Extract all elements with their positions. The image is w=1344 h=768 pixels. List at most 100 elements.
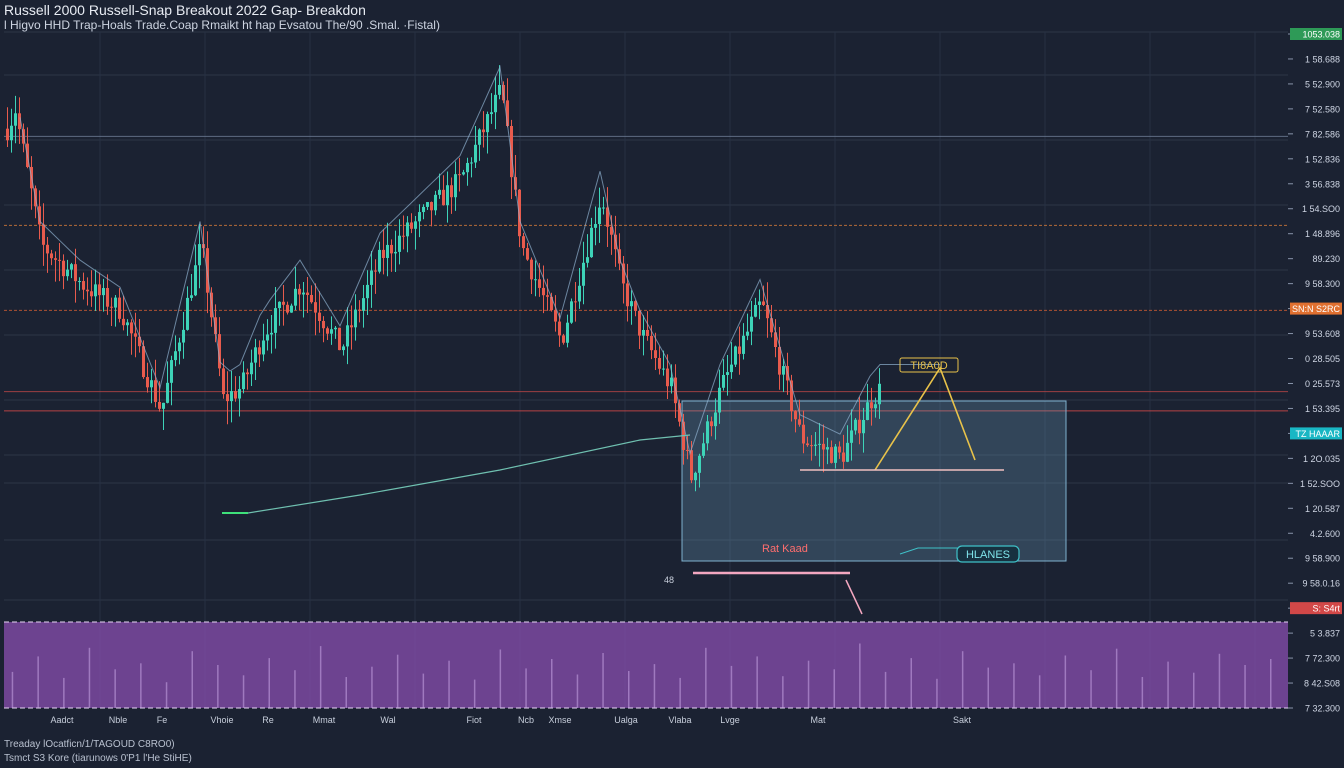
y-tick-label: 1 48.896 [1305,229,1340,239]
candle [286,301,289,315]
volume-bar [1141,677,1144,708]
candle [834,443,837,469]
candle-body [838,446,841,453]
candle-body [538,279,541,288]
candle-body [746,331,749,336]
candle-body [166,382,169,403]
candle [330,316,333,345]
candle [46,237,49,273]
volume-bar [319,646,322,708]
y-tick-label: 9 58.900 [1305,554,1340,564]
y-tick-label: 1 20.587 [1305,504,1340,514]
candle-body [202,244,205,249]
candle [634,300,637,317]
candle-body [514,177,517,190]
candle [110,297,113,327]
candle [198,224,201,289]
candle-body [106,288,109,307]
candle-body [830,447,833,463]
candle [510,119,513,199]
candle [86,277,89,306]
candle-body [314,302,317,313]
candle [218,317,221,377]
candle-body [174,351,177,361]
candle [650,325,653,360]
candle [658,346,661,375]
candle-body [222,368,225,395]
candle-body [246,372,249,375]
candle-body [674,377,677,404]
candle [498,65,501,100]
candle-body [638,310,641,336]
candle [234,376,237,402]
candle [238,376,241,417]
price-tag [1290,302,1342,315]
candle-body [634,301,637,311]
candle-body [790,380,793,412]
candle-body [822,443,825,450]
candle-body [574,301,577,303]
candle [270,314,273,354]
candle [70,262,73,279]
candle [262,323,265,362]
y-tick-label: 0 28.505 [1305,354,1340,364]
candle [446,171,449,223]
candle [830,440,833,464]
volume-bar [217,665,219,708]
candle [414,215,417,250]
candle-body [190,295,193,298]
candle [770,305,773,338]
x-tick-label: Fe [157,715,168,725]
candle [66,259,69,281]
candle-body [698,455,701,473]
candle-body [366,284,369,299]
volume-bar [628,671,630,708]
candle-body [66,269,69,277]
candle [674,364,677,418]
x-tick-label: Mat [810,715,826,725]
y-tick-label: 3 56.838 [1305,179,1340,189]
candle-body [146,377,149,388]
footer-info-2: Tsmct S3 Kore (tiarunows 0'P1 l'He StiHE… [4,753,192,764]
y-tick-label: 9 58.300 [1305,279,1340,289]
candle [550,292,553,312]
candle [210,287,213,327]
candle [790,374,793,422]
candle-body [494,94,497,113]
candle [138,319,141,353]
candle-body [138,336,141,347]
candle [62,254,65,290]
candle [386,222,389,277]
candle-body [670,377,673,387]
candle [698,453,701,488]
candle [222,358,225,399]
candle [670,364,673,394]
candle-body [854,419,857,431]
price-tag [1290,427,1342,440]
candle-body [266,334,269,341]
candle-body [338,327,341,351]
candle [278,301,281,326]
candle-body [234,391,237,399]
candle-body [450,185,453,198]
candle-body [114,297,117,308]
candle-body [178,342,181,352]
candle-body [814,444,817,446]
breakdown-arrow [845,579,863,615]
y-tick-label: 8 42.S08 [1304,679,1340,689]
y-tick-label: 1053.038 [1302,30,1340,40]
candle-body [758,301,761,305]
candle-body [342,346,345,351]
candle [102,278,105,312]
candle [242,361,245,394]
candle [874,397,877,418]
y-tick-label: 4.2.600 [1310,529,1340,539]
candle [178,337,181,365]
candle [18,97,21,144]
candle [82,272,85,300]
volume-bar [371,666,373,708]
candle-body [874,404,877,409]
candle [526,242,529,261]
target-label: TI8A0D [910,360,947,372]
